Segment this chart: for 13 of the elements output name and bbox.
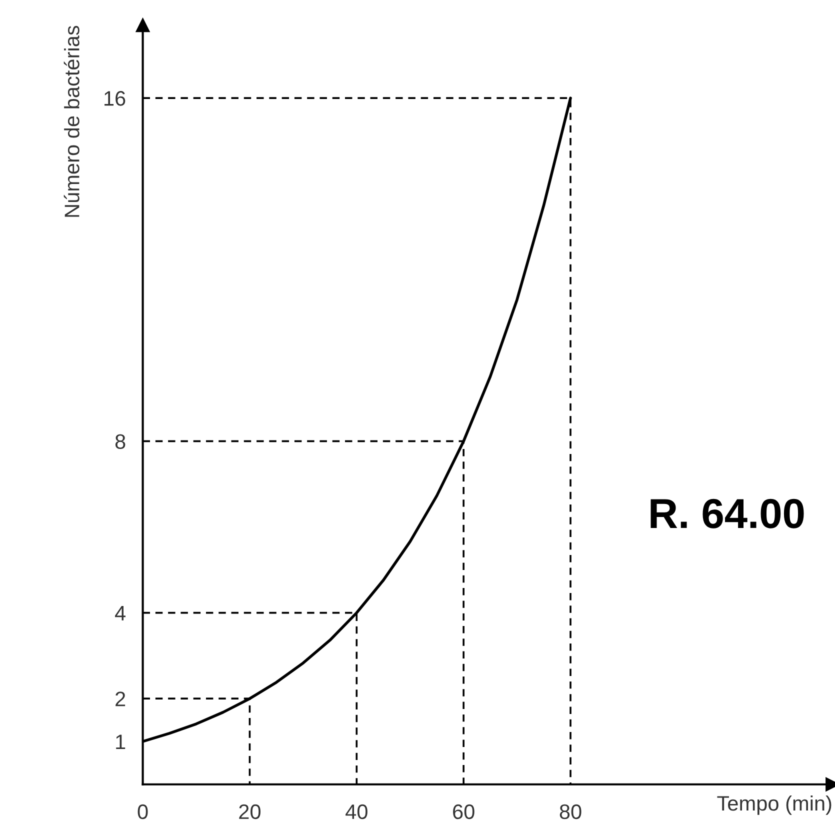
y-tick-label: 1 (116, 734, 126, 750)
x-tick-label: 20 (239, 804, 260, 820)
x-tick-label: 40 (346, 804, 368, 820)
x-tick-label: 60 (453, 804, 474, 820)
x-tick-label: 0 (138, 804, 148, 820)
y-tick-label: 16 (104, 91, 126, 106)
y-axis-title: Número de bactérias (64, 26, 80, 217)
annotation: R. 64.00 (650, 498, 804, 528)
x-tick-label: 80 (560, 804, 582, 820)
x-axis-title: Tempo (min) (717, 795, 832, 815)
y-tick-label: 2 (116, 692, 126, 706)
y-tick-label: 8 (115, 434, 126, 449)
y-tick-label: 4 (115, 606, 126, 620)
